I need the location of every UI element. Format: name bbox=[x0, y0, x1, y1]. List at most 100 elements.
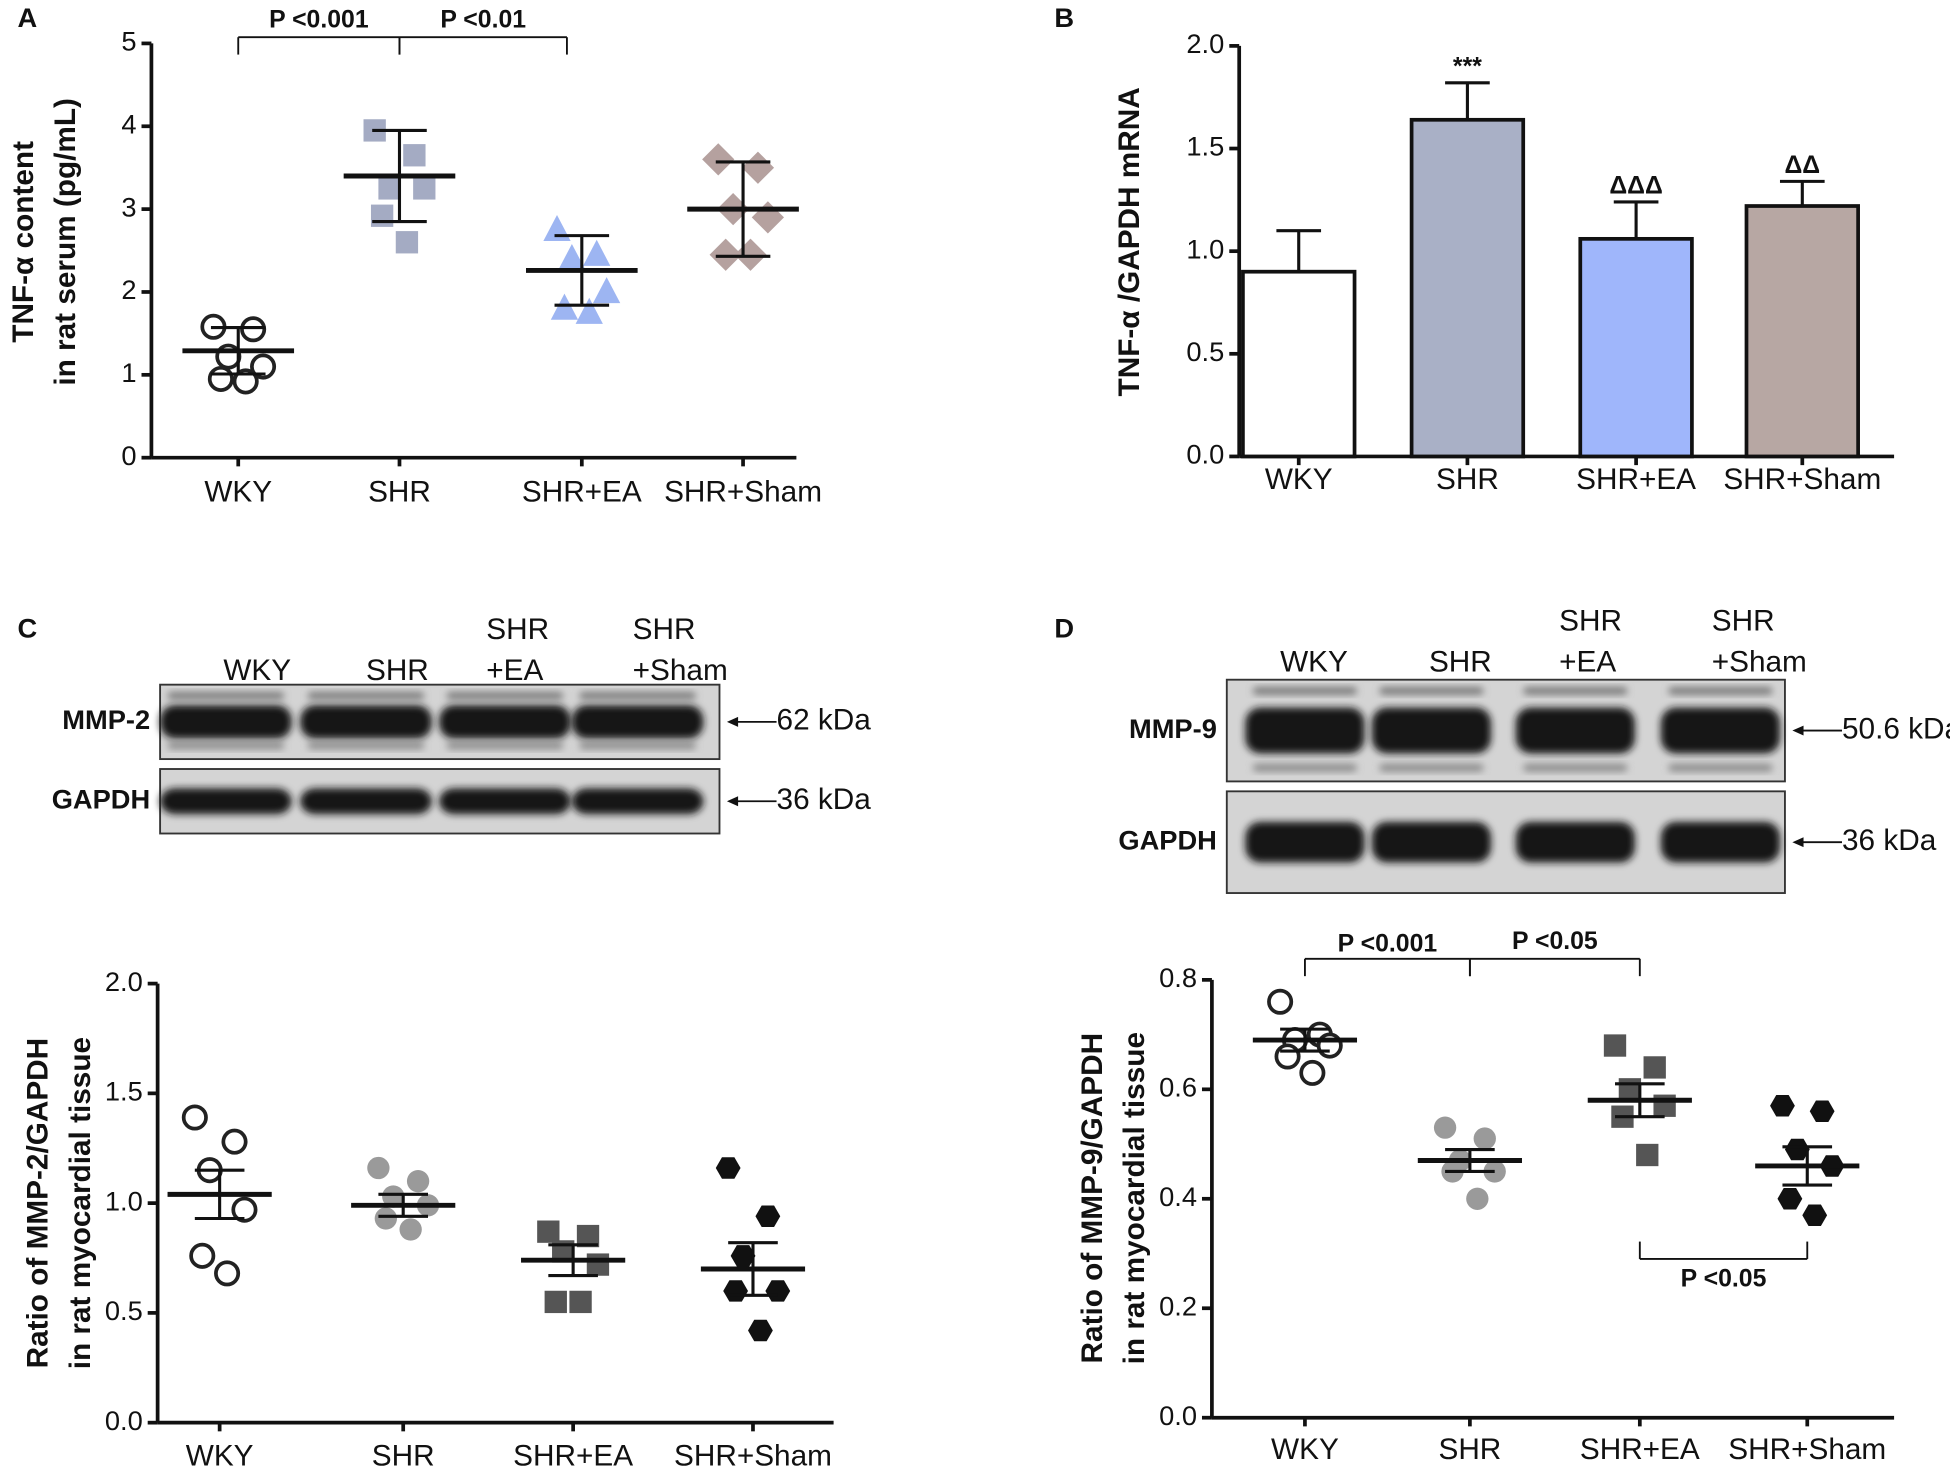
band bbox=[1515, 707, 1635, 754]
y-tick-label: 0.0 bbox=[1159, 1400, 1197, 1431]
x-tick-label: SHR+Sham bbox=[1723, 463, 1881, 496]
point bbox=[1636, 1143, 1659, 1167]
band bbox=[1252, 764, 1358, 772]
y-tick-label: 1.5 bbox=[1186, 131, 1224, 162]
y-tick-label: 5 bbox=[121, 26, 136, 57]
band bbox=[1515, 821, 1635, 863]
point bbox=[1802, 1204, 1828, 1226]
y-axis-label: in rat myocardial tissue bbox=[64, 1037, 97, 1369]
size-label: 62 kDa bbox=[777, 704, 872, 737]
size-label: 50.6 kDa bbox=[1842, 712, 1950, 745]
y-tick-label: 0 bbox=[121, 440, 136, 471]
point bbox=[751, 201, 784, 234]
point bbox=[406, 1170, 430, 1193]
x-tick-label: SHR+EA bbox=[1576, 463, 1696, 496]
annotation: P <0.01 bbox=[440, 7, 526, 34]
point bbox=[583, 239, 611, 266]
y-axis-label: Ratio of MMP-9/GAPDH bbox=[1076, 1033, 1109, 1364]
x-tick-label: WKY bbox=[186, 1439, 254, 1472]
point bbox=[1299, 1059, 1326, 1086]
band bbox=[579, 692, 696, 700]
band bbox=[307, 741, 425, 750]
band bbox=[439, 788, 571, 815]
band bbox=[167, 741, 285, 750]
point bbox=[723, 1280, 749, 1302]
y-tick-label: 2.0 bbox=[105, 966, 143, 997]
point bbox=[1473, 1127, 1496, 1150]
point bbox=[1784, 1138, 1810, 1161]
y-tick-label: 2.0 bbox=[1186, 28, 1224, 59]
band bbox=[1245, 707, 1365, 754]
band bbox=[446, 741, 564, 750]
point bbox=[214, 1260, 241, 1287]
y-axis-label: TNF-α content bbox=[7, 141, 40, 343]
x-tick-label: SHR bbox=[372, 1439, 435, 1472]
row-label: GAPDH bbox=[1118, 824, 1216, 855]
band bbox=[571, 788, 704, 815]
point bbox=[403, 144, 426, 167]
x-tick-label: SHR bbox=[1436, 463, 1499, 496]
x-tick-label: SHR+Sham bbox=[1728, 1433, 1886, 1466]
band bbox=[1371, 707, 1491, 754]
y-tick-label: 0.2 bbox=[1159, 1290, 1197, 1321]
panel-label: D bbox=[1054, 612, 1074, 643]
point bbox=[1777, 1188, 1803, 1210]
point bbox=[413, 177, 436, 200]
point bbox=[741, 151, 775, 184]
row-label: MMP-2 bbox=[62, 704, 150, 735]
point bbox=[576, 1224, 600, 1248]
row-label: MMP-9 bbox=[1129, 713, 1217, 744]
band bbox=[1668, 687, 1773, 695]
y-tick-label: 3 bbox=[121, 191, 136, 222]
x-tick-label: WKY bbox=[1271, 1433, 1339, 1466]
y-tick-label: 1 bbox=[121, 357, 136, 388]
point bbox=[1483, 1160, 1506, 1183]
y-axis-label: in rat myocardial tissue bbox=[1118, 1032, 1151, 1364]
band bbox=[1245, 821, 1365, 863]
point bbox=[240, 316, 267, 343]
point bbox=[592, 277, 621, 304]
arrow-head bbox=[1792, 725, 1804, 736]
point bbox=[569, 1290, 592, 1314]
band bbox=[1523, 764, 1628, 772]
x-tick-label: SHR+EA bbox=[522, 476, 642, 509]
point bbox=[544, 1290, 567, 1314]
point bbox=[382, 1185, 405, 1208]
band bbox=[579, 741, 696, 750]
panel-label: B bbox=[1054, 2, 1074, 33]
lane-label: +EA bbox=[486, 654, 543, 687]
point bbox=[378, 177, 401, 200]
band bbox=[1523, 687, 1628, 695]
annotation: *** bbox=[1453, 54, 1482, 81]
band bbox=[160, 788, 292, 815]
size-label: 36 kDa bbox=[777, 783, 872, 816]
point bbox=[367, 1156, 390, 1180]
point bbox=[207, 365, 234, 392]
point bbox=[1267, 988, 1294, 1015]
lane-label: SHR bbox=[366, 654, 429, 687]
band bbox=[446, 692, 564, 700]
point bbox=[1466, 1187, 1489, 1210]
lane-label: WKY bbox=[1280, 645, 1348, 678]
y-axis-label: in rat serum (pg/mL) bbox=[49, 98, 82, 386]
y-tick-label: 0.0 bbox=[105, 1405, 143, 1436]
point bbox=[1274, 1043, 1301, 1070]
annotation: P <0.05 bbox=[1681, 1266, 1767, 1293]
y-tick-label: 0.5 bbox=[1186, 336, 1224, 367]
bar bbox=[1578, 236, 1694, 459]
bar bbox=[1409, 117, 1526, 459]
panel-label: A bbox=[17, 2, 37, 33]
lane-label: +Sham bbox=[633, 654, 728, 687]
point bbox=[231, 1196, 258, 1223]
point bbox=[374, 1207, 398, 1230]
band bbox=[300, 705, 432, 739]
panel-label: C bbox=[17, 612, 37, 643]
point bbox=[1809, 1100, 1835, 1122]
x-tick-label: SHR+EA bbox=[1580, 1433, 1700, 1466]
arrow-head bbox=[726, 716, 739, 727]
point bbox=[755, 1205, 781, 1228]
point bbox=[1643, 1056, 1666, 1079]
point bbox=[537, 1220, 560, 1243]
